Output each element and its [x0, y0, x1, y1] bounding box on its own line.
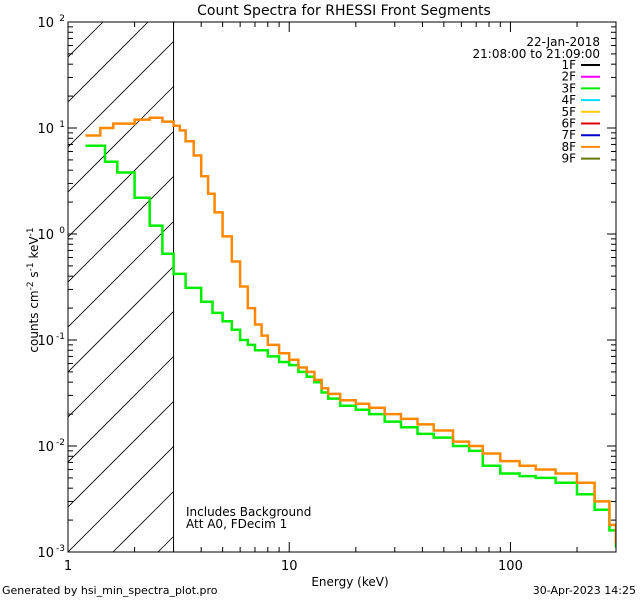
legend-label: 4F: [561, 93, 576, 107]
x-tick-label: 100: [498, 559, 523, 574]
y-tick-exponent: 2: [59, 14, 65, 24]
x-axis-ticks: 1 10 100: [64, 22, 617, 574]
y-tick-label: 10: [37, 16, 54, 31]
y-tick-label: 10: [37, 440, 54, 455]
legend-label: 1F: [561, 58, 576, 72]
y-axis-label-exp: -2: [26, 281, 36, 290]
legend-label: 7F: [561, 128, 576, 142]
y-tick-label: 10: [37, 334, 54, 349]
y-axis-label-exp: -1: [26, 262, 36, 271]
x-axis-label: Energy (keV): [311, 575, 388, 589]
hatch-line: [0, 0, 128, 552]
footer-timestamp: 30-Apr-2023 14:25: [533, 584, 636, 597]
y-axis-label-part: keV: [27, 236, 41, 263]
legend-label: 3F: [561, 81, 576, 95]
legend-label: 9F: [561, 152, 576, 166]
note-attenuator: Att A0, FDecim 1: [186, 517, 287, 531]
observation-date: 22-Jan-2018: [526, 35, 600, 49]
hatch-line: [68, 22, 194, 148]
legend-label: 5F: [561, 105, 576, 119]
y-axis-label-part: s: [27, 271, 41, 281]
y-tick-exponent: 1: [59, 120, 65, 130]
legend-label: 2F: [561, 70, 576, 84]
y-tick-label: 10: [37, 546, 54, 561]
legend-label: 6F: [561, 117, 576, 131]
y-tick-label: 10: [37, 228, 54, 243]
hatch-line: [68, 22, 149, 103]
y-axis-label: counts cm-2 s-1 keV-1: [26, 227, 41, 352]
spectra-series: [85, 116, 616, 548]
x-tick-label: 1: [64, 559, 72, 574]
y-tick-exponent: 0: [59, 226, 65, 236]
x-tick-label: 10: [281, 559, 298, 574]
hatch-line: [68, 22, 104, 58]
generated-by-text: Generated by hsi_min_spectra_plot.pro: [2, 584, 218, 597]
plot-frame: [67, 21, 617, 553]
y-axis-label-part: counts cm: [27, 290, 41, 352]
y-tick-exponent: -3: [56, 544, 65, 554]
chart-title: Count Spectra for RHESSI Front Segments: [197, 3, 491, 19]
y-axis-label-exp: -1: [26, 227, 36, 236]
legend-label: 8F: [561, 140, 576, 154]
y-tick-exponent: -1: [56, 332, 65, 342]
y-tick-label: 10: [37, 122, 54, 137]
note-background: Includes Background: [186, 505, 311, 519]
time-range: 21:08:00 to 21:09:00: [473, 47, 600, 61]
y-tick-exponent: -2: [56, 438, 65, 448]
